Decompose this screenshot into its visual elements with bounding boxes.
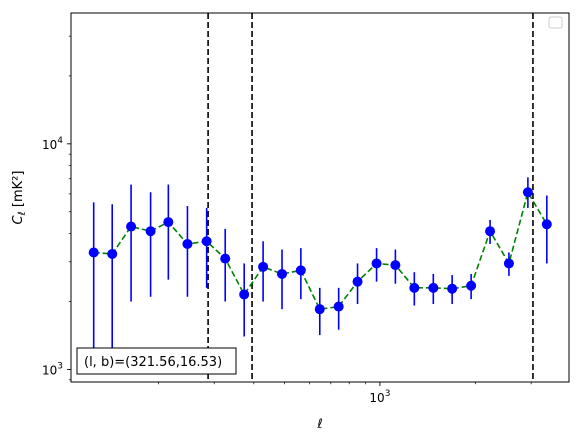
data-point [409, 282, 420, 293]
y-tick-label-base: 10 [42, 138, 57, 152]
data-point [503, 258, 514, 269]
y-tick-label-base: 10 [42, 363, 57, 377]
data-point [447, 283, 458, 294]
y-tick-label: 104 [42, 136, 63, 152]
data-point [314, 304, 325, 315]
annotation-text: (l, b)=(321.56,16.53) [84, 355, 222, 370]
data-point [182, 238, 193, 249]
data-point [522, 187, 533, 198]
data-point [239, 289, 250, 300]
y-axis-label-subscript: ℓ [17, 211, 28, 215]
legend-box [548, 16, 563, 29]
data-point [295, 265, 306, 276]
data-point [541, 219, 552, 230]
data-point [163, 217, 174, 228]
data-point [485, 226, 496, 237]
x-tick-label-exponent: 3 [385, 389, 391, 399]
series-2 [88, 177, 552, 361]
data-point [126, 221, 137, 232]
data-point [201, 236, 212, 247]
x-tick-label-base: 10 [369, 391, 384, 405]
y-tick-label: 103 [42, 361, 63, 377]
data-point [258, 261, 269, 272]
x-axis-label: ℓ [316, 417, 322, 432]
plot-content [88, 13, 552, 382]
y-tick-label-exponent: 4 [57, 136, 63, 146]
x-tick-label: 103 [369, 389, 390, 405]
y-axis-label: Cℓ [mK²] [11, 171, 28, 225]
data-point [352, 276, 363, 287]
annotation: (l, b)=(321.56,16.53) [76, 347, 237, 375]
data-point [88, 247, 99, 258]
data-point [466, 280, 477, 291]
axes-frame [70, 12, 570, 383]
data-point [220, 253, 231, 264]
y-tick-label-exponent: 3 [57, 361, 63, 371]
annotation-box [76, 347, 237, 375]
data-point [277, 268, 288, 279]
data-point [390, 260, 401, 271]
data-point [333, 301, 344, 312]
data-point [107, 248, 118, 259]
y-axis-label-symbol: C [11, 214, 26, 224]
y-axis-label-unit: [mK²] [11, 171, 26, 212]
axis-ticks: 103103104105 [42, 35, 532, 405]
data-point [371, 258, 382, 269]
data-point [428, 282, 439, 293]
data-point [145, 226, 156, 237]
